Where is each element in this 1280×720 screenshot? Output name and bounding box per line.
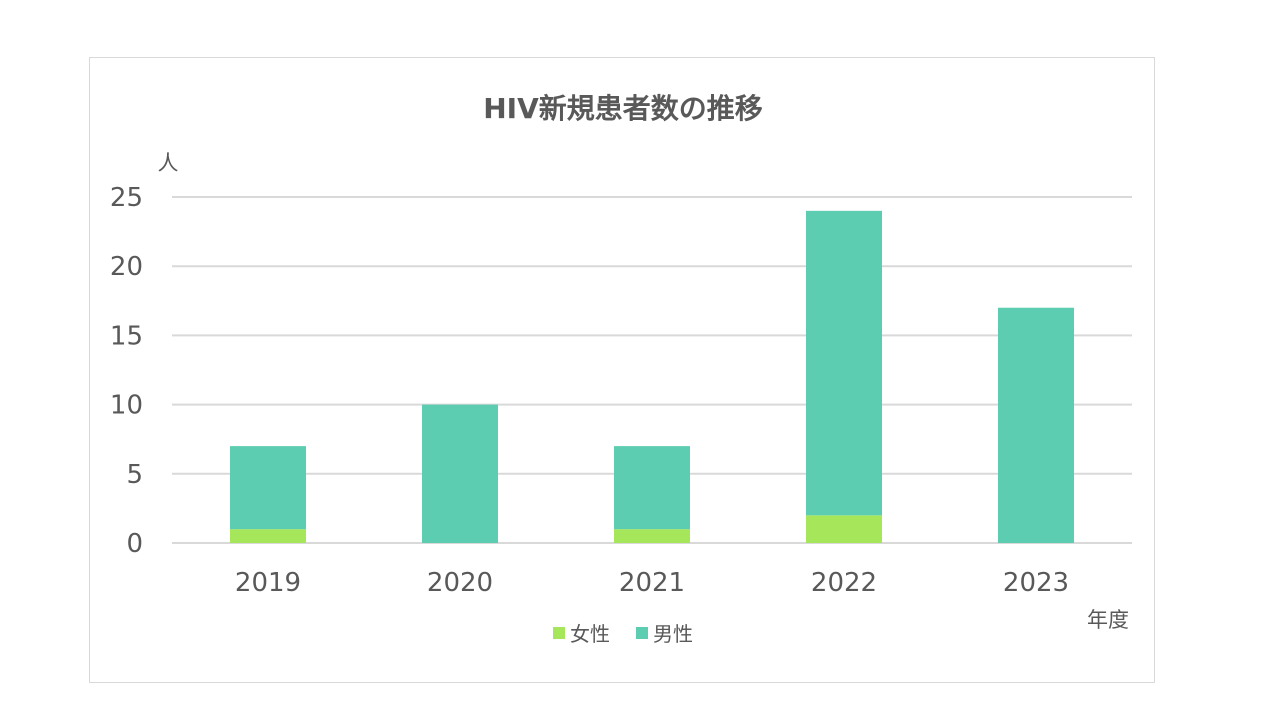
legend-label-male: 男性 [653, 622, 693, 646]
x-axis-unit-label: 年度 [1087, 608, 1129, 632]
y-tick-label: 10 [110, 391, 143, 421]
chart-title: HIV新規患者数の推移 [483, 92, 763, 125]
y-tick-label: 5 [126, 460, 143, 490]
x-tick-label: 2022 [811, 568, 877, 598]
y-tick-label: 15 [110, 321, 143, 351]
bar-female-2022 [806, 515, 882, 543]
x-tick-label: 2023 [1003, 568, 1069, 598]
bar-male-2019 [230, 446, 306, 530]
gridlines [172, 196, 1132, 544]
bar-male-2021 [614, 446, 690, 530]
x-tick-label: 2021 [619, 568, 685, 598]
x-tick-label: 2020 [427, 568, 493, 598]
y-tick-label: 0 [126, 529, 143, 559]
y-axis-ticks: 0 5 10 15 20 25 [110, 183, 143, 559]
y-axis-unit-label: 人 [158, 151, 179, 175]
legend-swatch-male [636, 627, 648, 639]
bar-male-2020 [422, 404, 498, 543]
legend-label-female: 女性 [570, 622, 610, 646]
bar-male-2023 [998, 307, 1074, 543]
bars [230, 210, 1074, 543]
y-tick-label: 25 [110, 183, 143, 213]
chart-frame [89, 57, 1155, 683]
bar-male-2022 [806, 210, 882, 516]
y-tick-label: 20 [110, 252, 143, 282]
legend-swatch-female [553, 627, 565, 639]
bar-female-2019 [230, 529, 306, 543]
x-tick-label: 2019 [235, 568, 301, 598]
x-axis-ticks: 2019 2020 2021 2022 2023 [235, 568, 1069, 598]
bar-female-2021 [614, 529, 690, 543]
legend: 女性 男性 [553, 622, 693, 646]
